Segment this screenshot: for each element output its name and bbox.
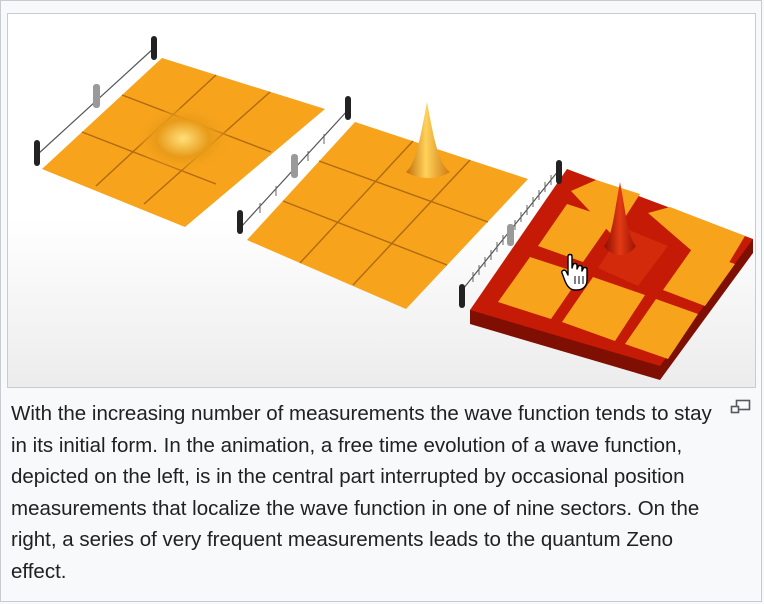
hand-pointer-icon (561, 253, 588, 291)
center-plate-occasional-measurements (237, 96, 528, 309)
quantum-zeno-animation-image[interactable] (7, 13, 756, 388)
magnify-clip-icon[interactable] (730, 399, 752, 415)
right-plate-zeno-effect (459, 160, 753, 380)
left-plate-free-evolution (34, 36, 325, 227)
figure-caption: With the increasing number of measuremen… (11, 402, 712, 583)
wave-function-illustration (34, 36, 753, 380)
